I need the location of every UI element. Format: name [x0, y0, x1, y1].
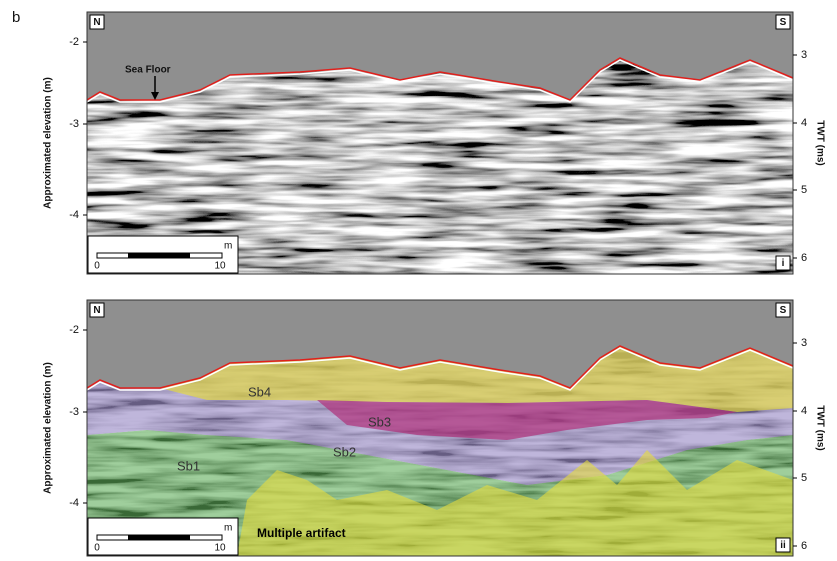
panel: N Si -2 -3 -4 3 4 5 6 Approximated elevation (m) T…	[43, 11, 825, 275]
unit-sb3	[317, 400, 737, 440]
scale-bar-black	[128, 253, 190, 258]
direction-box	[89, 302, 105, 318]
panel-id: i	[782, 258, 785, 269]
y2-tick-label: 3	[801, 337, 807, 349]
scale-tick-label: 10	[214, 261, 226, 272]
direction-label: S	[780, 17, 787, 28]
scale-unit: m	[224, 523, 232, 534]
unit-label: Sb1	[177, 458, 200, 473]
direction-box	[775, 302, 791, 318]
frame	[86, 11, 794, 275]
y2-tick-label: 6	[801, 252, 807, 264]
y2-tick-label: 4	[801, 405, 807, 417]
y2-tick-label: 5	[801, 184, 807, 196]
panel: N Sii -2 -3 -4 3 4 5 6 Approximated elevation (m)…	[43, 299, 825, 557]
sea-floor-white	[87, 59, 793, 103]
y-axis-label: Approximated elevation (m)	[43, 362, 54, 494]
y2-tick-label: 6	[801, 540, 807, 552]
y-tick-label: -2	[69, 324, 79, 336]
y-tick-label: -3	[69, 118, 79, 130]
direction-box	[89, 14, 105, 30]
y2-axis-label: TWT (ms)	[814, 405, 825, 451]
y-tick-label: -2	[69, 36, 79, 48]
unit-label: Sb3	[368, 414, 391, 429]
y2-tick-label: 3	[801, 49, 807, 61]
panel-id-box	[775, 255, 791, 271]
direction-label: N	[93, 17, 100, 28]
arrow-head	[151, 92, 159, 100]
sea-floor-line	[87, 345, 793, 389]
y2-tick-label: 4	[801, 117, 807, 129]
scale-tick-label: 10	[214, 543, 226, 554]
y2-axis-label: TWT (ms)	[814, 120, 825, 166]
unit-label: Sb2	[333, 444, 356, 459]
y-tick-label: -4	[69, 209, 79, 221]
direction-label: N	[93, 305, 100, 316]
panel-body	[87, 12, 793, 274]
direction-box	[775, 14, 791, 30]
y-tick-label: -3	[69, 406, 79, 418]
multiple-artifact	[237, 450, 793, 556]
scale-unit: m	[224, 241, 232, 252]
y-axis-label: Approximated elevation (m)	[43, 77, 54, 209]
y2-tick-label: 5	[801, 472, 807, 484]
sea-floor-white	[87, 347, 793, 391]
panel-id-box	[775, 537, 791, 553]
sea-floor-line	[87, 57, 793, 101]
frame	[86, 299, 794, 557]
annotation: Sea Floor	[125, 65, 171, 76]
unit-label: Sb4	[248, 384, 271, 399]
subsurface	[87, 346, 793, 556]
scale-tick-label: 0	[94, 261, 100, 272]
figure-label: b	[12, 9, 20, 26]
direction-label: S	[780, 305, 787, 316]
y-tick-label: -4	[69, 497, 79, 509]
panel-body	[87, 300, 793, 556]
scale-tick-label: 0	[94, 543, 100, 554]
unit-label: Multiple artifact	[257, 526, 346, 540]
scale-bar-black	[128, 535, 190, 540]
unit-sb4	[160, 346, 793, 412]
panel-id: ii	[780, 540, 786, 551]
